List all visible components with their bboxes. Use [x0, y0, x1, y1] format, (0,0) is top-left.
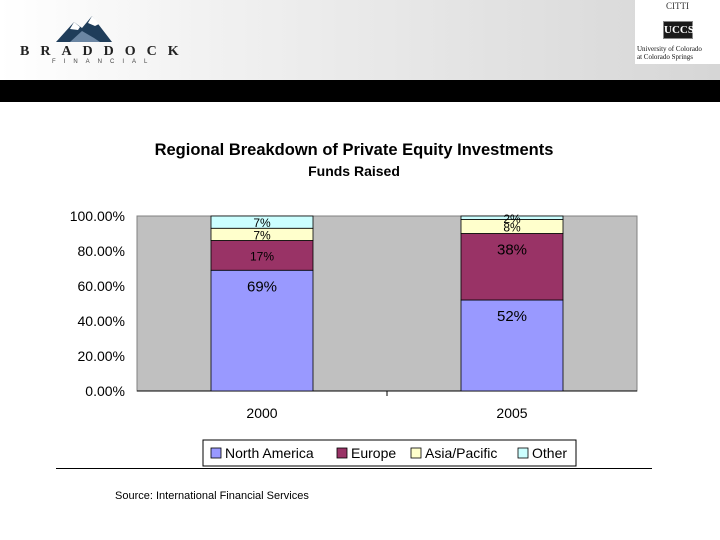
- data-label: 69%: [247, 278, 277, 295]
- data-label: 52%: [497, 308, 527, 325]
- legend-entry: Other: [532, 445, 567, 461]
- university-line-1: University of Colorado: [637, 45, 702, 53]
- legend-swatch: [517, 447, 529, 459]
- bar-segment: [460, 215, 564, 220]
- data-label: 8%: [503, 221, 521, 235]
- legend-entry: North America: [225, 445, 314, 461]
- braddock-logo: BRADDOCK FINANCIAL: [0, 0, 180, 80]
- bar-segment: [210, 215, 314, 229]
- y-tick-label: 0.00%: [85, 383, 125, 399]
- logo-subtext: FINANCIAL: [52, 59, 156, 65]
- data-label: 2%: [503, 212, 521, 226]
- y-tick-label: 20.00%: [78, 348, 125, 364]
- logo-wordmark: BRADDOCK: [20, 44, 190, 59]
- y-tick-label: 80.00%: [78, 243, 125, 259]
- legend-swatch: [410, 447, 422, 459]
- chart-title: Regional Breakdown of Private Equity Inv…: [154, 141, 554, 159]
- chart-subtitle: Funds Raised: [308, 163, 400, 179]
- university-name: University of Colorado at Colorado Sprin…: [637, 45, 702, 61]
- y-tick-label: 100.00%: [70, 208, 125, 224]
- legend-entry: Asia/Pacific: [425, 445, 497, 461]
- y-tick-label: 60.00%: [78, 278, 125, 294]
- data-label: 7%: [253, 228, 271, 242]
- university-line-2: at Colorado Springs: [637, 53, 693, 61]
- bar-segment: [460, 299, 564, 392]
- bar-segment: [460, 233, 564, 301]
- legend-entry: Europe: [351, 445, 396, 461]
- uccs-badge: UCCS: [663, 21, 694, 39]
- legend-swatch: [210, 447, 222, 459]
- legend-box: [202, 439, 577, 467]
- x-tick-label: 2000: [246, 405, 277, 421]
- y-tick-label: 40.00%: [78, 313, 125, 329]
- data-label: 38%: [497, 242, 527, 259]
- data-label: 17%: [250, 249, 274, 263]
- header-divider-bar: [0, 80, 720, 102]
- mountain-icon: [56, 16, 112, 42]
- header-banner: [0, 0, 720, 80]
- legend-swatch: [336, 447, 348, 459]
- source-note: Source: International Financial Services: [115, 490, 309, 502]
- bar-segment: [210, 269, 314, 392]
- data-label: 7%: [253, 216, 271, 230]
- x-tick-label: 2005: [496, 405, 527, 421]
- partner-logo: CITTI UCCS University of Colorado at Col…: [635, 0, 720, 64]
- footer-rule: [56, 468, 652, 469]
- citti-label: CITTI: [666, 1, 689, 11]
